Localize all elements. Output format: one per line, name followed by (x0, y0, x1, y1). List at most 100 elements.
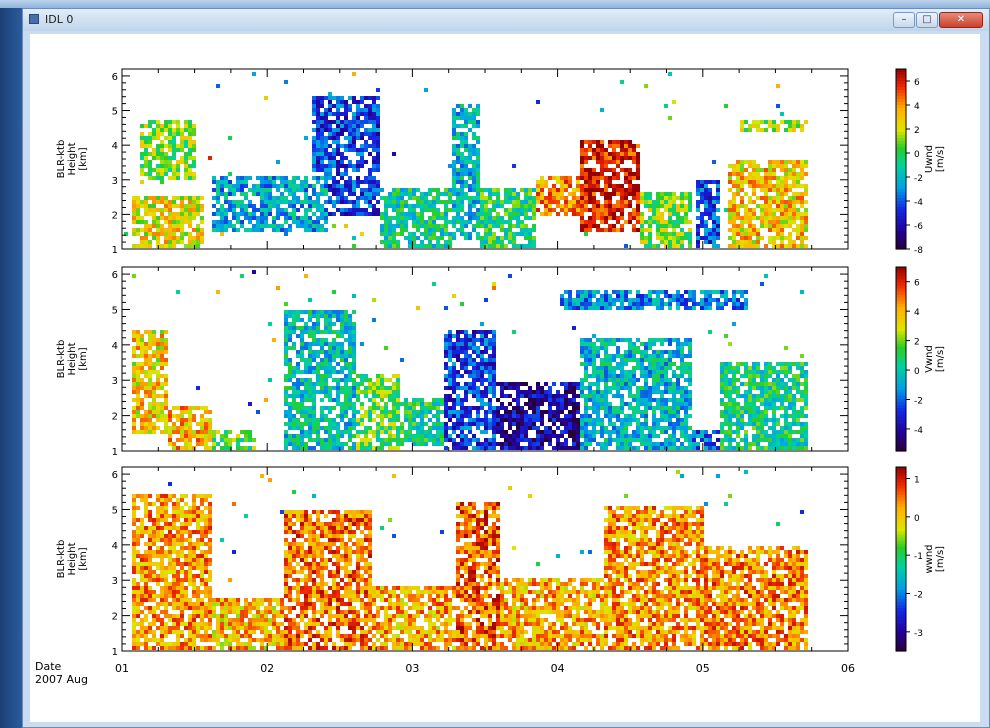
panel-u-cell (316, 132, 320, 136)
panel-v-cell (160, 338, 164, 342)
panel-u-cell (196, 224, 200, 228)
panel-v-cell (168, 438, 172, 442)
panel-v-cell (136, 362, 140, 366)
panel-v-cell (160, 346, 164, 350)
panel-u-cell (436, 240, 440, 244)
panel-u-cell (456, 144, 460, 148)
panel-u-cell (404, 188, 408, 192)
panel-v-cell (156, 350, 160, 354)
panel-u-cell (704, 212, 708, 216)
panel-v-cell (324, 326, 328, 330)
panel-v-cell (492, 378, 496, 382)
panel-v-cell (372, 430, 376, 434)
panel-u-cell (596, 176, 600, 180)
panel-u-cell (304, 180, 308, 184)
panel-u-cell (676, 204, 680, 208)
panel-v-cell (604, 294, 608, 298)
panel-u-colorbar-segment (896, 162, 906, 166)
panel-v-cell (316, 350, 320, 354)
panel-u-cell (160, 156, 164, 160)
panel-v-cell (168, 410, 172, 414)
panel-v-cell (568, 294, 572, 298)
panel-u-cell (172, 136, 176, 140)
maximize-button[interactable]: □ (916, 12, 938, 28)
panel-v-cell (316, 326, 320, 330)
panel-u-cell (336, 192, 340, 196)
panel-u-cell (524, 200, 528, 204)
panel-v-cell (184, 410, 188, 414)
panel-v-cell (208, 418, 212, 422)
panel-v-cell (316, 310, 320, 314)
panel-u-cell (636, 188, 640, 192)
panel-u-cell (648, 244, 652, 248)
panel-u-cell (600, 160, 604, 164)
panel-v-cell (616, 414, 620, 418)
panel-v-cell (468, 374, 472, 378)
panel-v-cell (148, 426, 152, 430)
panel-u-cell (168, 160, 172, 164)
panel-v-cell (164, 398, 168, 402)
panel-v-cell (604, 290, 608, 294)
panel-u-cell (660, 240, 664, 244)
panel-v-cell (372, 410, 376, 414)
panel-v-cell (356, 430, 360, 434)
panel-v-cell (504, 386, 508, 390)
panel-v-cell (376, 406, 380, 410)
panel-v-cell (344, 410, 348, 414)
panel-u-cell (460, 188, 464, 192)
panel-v-cell (436, 402, 440, 406)
panel-v-cell (360, 438, 364, 442)
panel-v-cell (356, 382, 360, 386)
panel-v-cell (184, 442, 188, 446)
panel-u-cell (180, 128, 184, 132)
panel-u-cell (280, 196, 284, 200)
panel-v-cell (604, 358, 608, 362)
panel-v-cell (352, 362, 356, 366)
panel-u-cell (752, 208, 756, 212)
panel-v-cell (324, 378, 328, 382)
panel-u-cell (460, 224, 464, 228)
panel-u-cell (604, 196, 608, 200)
panel-v-cell (456, 342, 460, 346)
panel-v-cell (536, 446, 540, 450)
panel-v-cell (536, 398, 540, 402)
panel-v-cell (420, 430, 424, 434)
panel-u-cell (296, 208, 300, 212)
panel-u-colorbar-segment (896, 105, 906, 109)
panel-u-cell (792, 120, 796, 124)
window-titlebar[interactable]: IDL 0 – □ ✕ (23, 9, 989, 31)
panel-u-cell (468, 200, 472, 204)
panel-u-cell (788, 128, 792, 132)
panel-u-cell (380, 232, 384, 236)
panel-v-cell (500, 414, 504, 418)
panel-u-cell (776, 196, 780, 200)
panel-u-cell (796, 236, 800, 240)
panel-v-cell (172, 430, 176, 434)
panel-u-cell (384, 236, 388, 240)
panel-u-colorbar-segment (896, 87, 906, 91)
panel-v-cell (376, 374, 380, 378)
panel-u-cell (748, 184, 752, 188)
panel-v-cell (184, 434, 188, 438)
panel-u-cell (336, 172, 340, 176)
panel-v-cell (296, 362, 300, 366)
panel-v-cell (452, 350, 456, 354)
panel-u-cell (804, 228, 808, 232)
panel-v-cell (396, 398, 400, 402)
panel-v-cell (556, 434, 560, 438)
panel-u-cell (728, 204, 732, 208)
panel-u-cell (396, 212, 400, 216)
panel-u-cell (368, 116, 372, 120)
close-button[interactable]: ✕ (939, 12, 983, 28)
panel-v-cell (640, 374, 644, 378)
minimize-button[interactable]: – (893, 12, 915, 28)
panel-u-cell (792, 192, 796, 196)
panel-v-cell (640, 370, 644, 374)
panel-v-cell (540, 410, 544, 414)
panel-u-cell (400, 224, 404, 228)
panel-v-cell (156, 394, 160, 398)
panel-u-cell (416, 244, 420, 248)
panel-v-cell (608, 302, 612, 306)
panel-u-cell (176, 216, 180, 220)
panel-v-cell (588, 438, 592, 442)
